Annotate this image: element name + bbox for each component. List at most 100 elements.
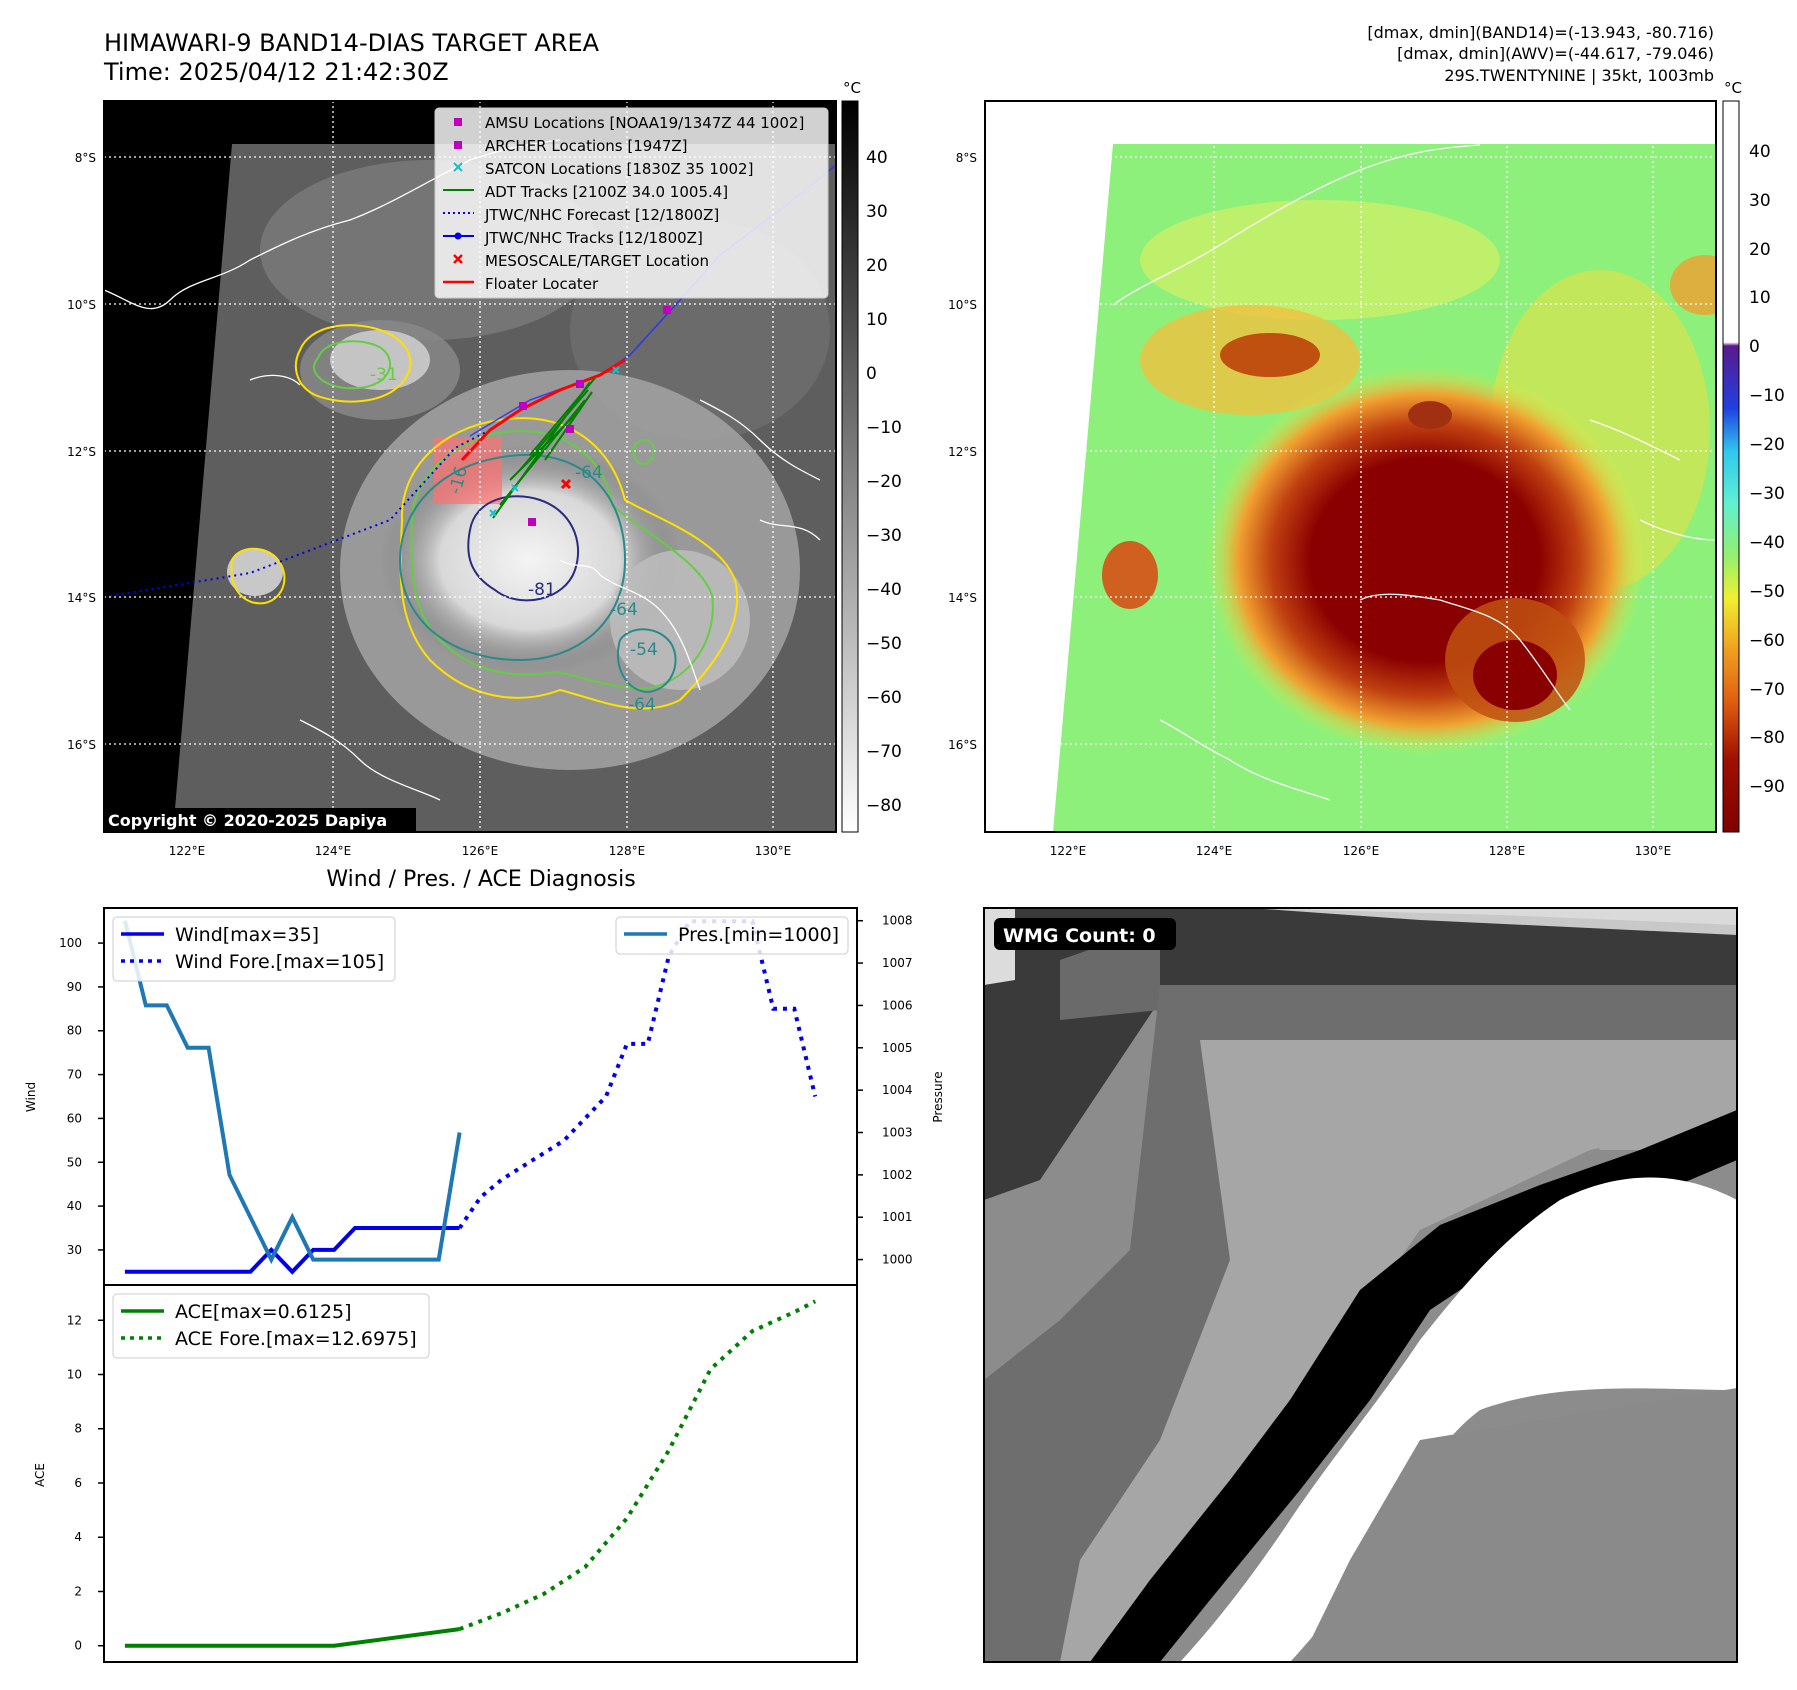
colorbar-tick: −80 bbox=[1749, 728, 1785, 748]
diagnosis-title: Wind / Pres. / ACE Diagnosis bbox=[326, 867, 635, 892]
y-tick-label: 4 bbox=[74, 1530, 82, 1544]
colorbar-tick: −40 bbox=[1749, 533, 1785, 553]
colorbar-tick: −80 bbox=[866, 796, 902, 816]
colorbar-tick: −20 bbox=[866, 472, 902, 492]
stats-band14: [dmax, dmin](BAND14)=(-13.943, -80.716) bbox=[1367, 23, 1714, 42]
legend-item: AMSU Locations [NOAA19/1347Z 44 1002] bbox=[485, 114, 804, 132]
colorbar-tick: −60 bbox=[866, 688, 902, 708]
y-tick-label: 40 bbox=[67, 1199, 82, 1213]
y-tick-label: 1004 bbox=[882, 1083, 913, 1097]
lon-label: 128°E bbox=[1489, 844, 1526, 858]
lat-label: 16°S bbox=[67, 738, 96, 752]
contour-label: -54 bbox=[630, 640, 658, 660]
colorbar-tick: −10 bbox=[866, 418, 902, 438]
lon-label: 124°E bbox=[1196, 844, 1233, 858]
contour-navy bbox=[467, 495, 580, 602]
colorbar-tick: 30 bbox=[1749, 191, 1771, 211]
colorbar-unit: °C bbox=[1724, 79, 1742, 97]
colorbar-tick: −50 bbox=[1749, 582, 1785, 602]
colorbar-left: °C 40 30 20 10 0 −10 −20 −30 −40 −50 −60… bbox=[841, 79, 902, 833]
legend-ace: ACE[max=0.6125] bbox=[175, 1301, 352, 1323]
pressure-axis-label: Pressure bbox=[931, 1071, 945, 1122]
contour-teal bbox=[398, 453, 627, 662]
contour-yellow bbox=[399, 417, 739, 710]
lat-label: 8°S bbox=[75, 151, 96, 165]
figure-title: HIMAWARI-9 BAND14-DIAS TARGET AREA bbox=[104, 29, 600, 57]
colorbar-tick: −40 bbox=[866, 580, 902, 600]
floater-track bbox=[460, 358, 626, 462]
colorbar-tick: 40 bbox=[866, 148, 888, 168]
storm-info: 29S.TWENTYNINE | 35kt, 1003mb bbox=[1444, 66, 1714, 85]
wmg-panel: WMG Count: 0 bbox=[983, 907, 1738, 1663]
colorbar-tick: 10 bbox=[866, 310, 888, 330]
y-tick-label: 12 bbox=[67, 1313, 82, 1327]
y-tick-label: 2 bbox=[74, 1584, 82, 1598]
y-tick-label: 1002 bbox=[882, 1168, 913, 1182]
legend-item: MESOSCALE/TARGET Location bbox=[485, 252, 709, 270]
y-tick-label: 1001 bbox=[882, 1210, 913, 1224]
ace-axis-label: ACE bbox=[33, 1463, 47, 1487]
y-tick-label: 90 bbox=[67, 980, 82, 994]
wmg-count-label: WMG Count: 0 bbox=[1003, 925, 1156, 947]
legend-ace-fore: ACE Fore.[max=12.6975] bbox=[175, 1328, 417, 1350]
colorbar-tick: −20 bbox=[1749, 435, 1785, 455]
colorbar-tick: 0 bbox=[1749, 337, 1760, 357]
lat-label: 8°S bbox=[956, 151, 977, 165]
y-tick-label: 100 bbox=[59, 936, 82, 950]
wmg-white-band bbox=[1180, 1177, 1737, 1662]
legend-item: JTWC/NHC Tracks [12/1800Z] bbox=[484, 229, 703, 247]
legend-wind-fore: Wind Fore.[max=105] bbox=[175, 951, 384, 973]
wmg-black-band bbox=[1090, 1110, 1737, 1662]
y-tick-label: 60 bbox=[67, 1111, 82, 1125]
lat-label: 10°S bbox=[948, 298, 977, 312]
contour-label: -81 bbox=[528, 580, 556, 600]
y-tick-label: 1006 bbox=[882, 998, 913, 1012]
floater-box bbox=[434, 437, 502, 504]
legend-item: Floater Locater bbox=[485, 275, 599, 293]
series-line-ace bbox=[124, 1627, 460, 1648]
lon-label: 130°E bbox=[1635, 844, 1672, 858]
lat-label: 12°S bbox=[948, 445, 977, 459]
wind-pressure-panel: 30 40 50 60 70 80 90 100 1000 1001 1002 1003 1004 10… bbox=[24, 907, 945, 1286]
contour-label: -64 bbox=[628, 695, 656, 715]
legend-item: SATCON Locations [1830Z 35 1002] bbox=[485, 160, 753, 178]
y-tick-label: 1007 bbox=[882, 956, 913, 970]
figure-time: Time: 2025/04/12 21:42:30Z bbox=[103, 58, 449, 86]
satcon-markers bbox=[489, 366, 620, 517]
y-tick-label: 8 bbox=[74, 1422, 82, 1436]
legend-pressure: Pres.[min=1000] bbox=[678, 924, 839, 946]
colorbar-tick: 20 bbox=[1749, 240, 1771, 260]
colorbar-tick: 10 bbox=[1749, 288, 1771, 308]
y-tick-label: 70 bbox=[67, 1068, 82, 1082]
colorbar-tick: −60 bbox=[1749, 631, 1785, 651]
pressure-legend: Pres.[min=1000] bbox=[615, 916, 849, 955]
series-line-wind bbox=[124, 1226, 460, 1275]
lon-label: 128°E bbox=[609, 844, 646, 858]
colorbar-tick: 30 bbox=[866, 202, 888, 222]
copyright-label: Copyright © 2020-2025 Dapiya bbox=[108, 811, 387, 830]
y-tick-label: 6 bbox=[74, 1476, 82, 1490]
legend-wind: Wind[max=35] bbox=[175, 924, 319, 946]
colorbar-tick: −70 bbox=[866, 742, 902, 762]
y-tick-label: 0 bbox=[74, 1639, 82, 1653]
colorbar-tick: 40 bbox=[1749, 142, 1771, 162]
map-left: -16 -31 -64 -81 -64 -54 -64 bbox=[67, 100, 837, 858]
lon-label: 122°E bbox=[1050, 844, 1087, 858]
lat-label: 12°S bbox=[67, 445, 96, 459]
y-tick-label: 1000 bbox=[882, 1253, 913, 1267]
ace-panel: 0 2 4 6 8 10 12 ACE ACE[max=0.6125] ACE Fore.[… bbox=[33, 1284, 858, 1663]
legend-item: ARCHER Locations [1947Z] bbox=[485, 137, 688, 155]
y-tick-label: 1003 bbox=[882, 1126, 913, 1140]
lat-label: 10°S bbox=[67, 298, 96, 312]
colorbar-tick: −10 bbox=[1749, 386, 1785, 406]
colorbar-tick: 20 bbox=[866, 256, 888, 276]
lat-label: 14°S bbox=[948, 591, 977, 605]
lon-label: 124°E bbox=[315, 844, 352, 858]
colorbar-right: °C 40 30 20 10 0 −10 −20 −30 −40 −50 −60… bbox=[1722, 79, 1785, 833]
lat-label: 14°S bbox=[67, 591, 96, 605]
y-tick-label: 30 bbox=[67, 1243, 82, 1257]
colorbar-unit: °C bbox=[843, 79, 861, 97]
y-tick-label: 1008 bbox=[882, 914, 913, 928]
target-location-marker bbox=[560, 478, 572, 490]
